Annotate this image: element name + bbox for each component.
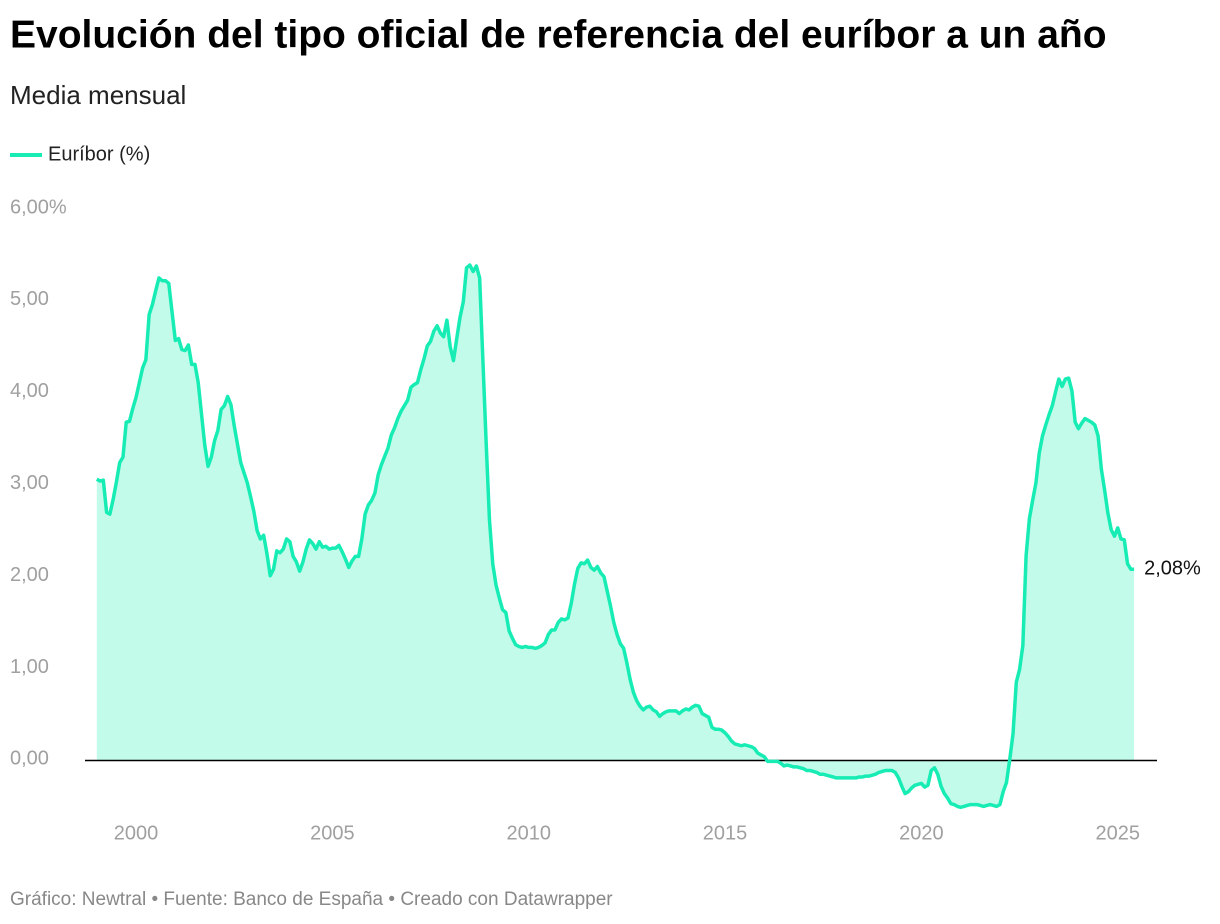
x-tick-label: 2020 [899, 822, 944, 844]
legend-label: Euríbor (%) [48, 143, 150, 165]
y-tick-label: 0,00 [10, 748, 49, 770]
chart-title: Evolución del tipo oficial de referencia… [10, 13, 1107, 56]
chart-subtitle: Media mensual [10, 80, 186, 110]
y-tick-label: 3,00 [10, 472, 49, 494]
y-tick-label: 5,00 [10, 288, 49, 310]
x-tick-label: 2015 [703, 822, 748, 844]
line [95, 263, 1135, 810]
x-tick-label: 2000 [114, 822, 159, 844]
y-tick-label: 4,00 [10, 380, 49, 402]
end-label: 2,08% [1144, 558, 1201, 580]
y-tick-label: 6,00% [10, 196, 67, 218]
y-tick-label: 1,00 [10, 656, 49, 678]
area [96, 265, 1135, 808]
x-tick-label: 2025 [1095, 822, 1140, 844]
x-tick-label: 2010 [506, 822, 551, 844]
source-note: Gráfico: Newtral • Fuente: Banco de Espa… [10, 889, 613, 910]
x-tick-label: 2005 [310, 822, 355, 844]
y-tick-label: 2,00 [10, 564, 49, 586]
